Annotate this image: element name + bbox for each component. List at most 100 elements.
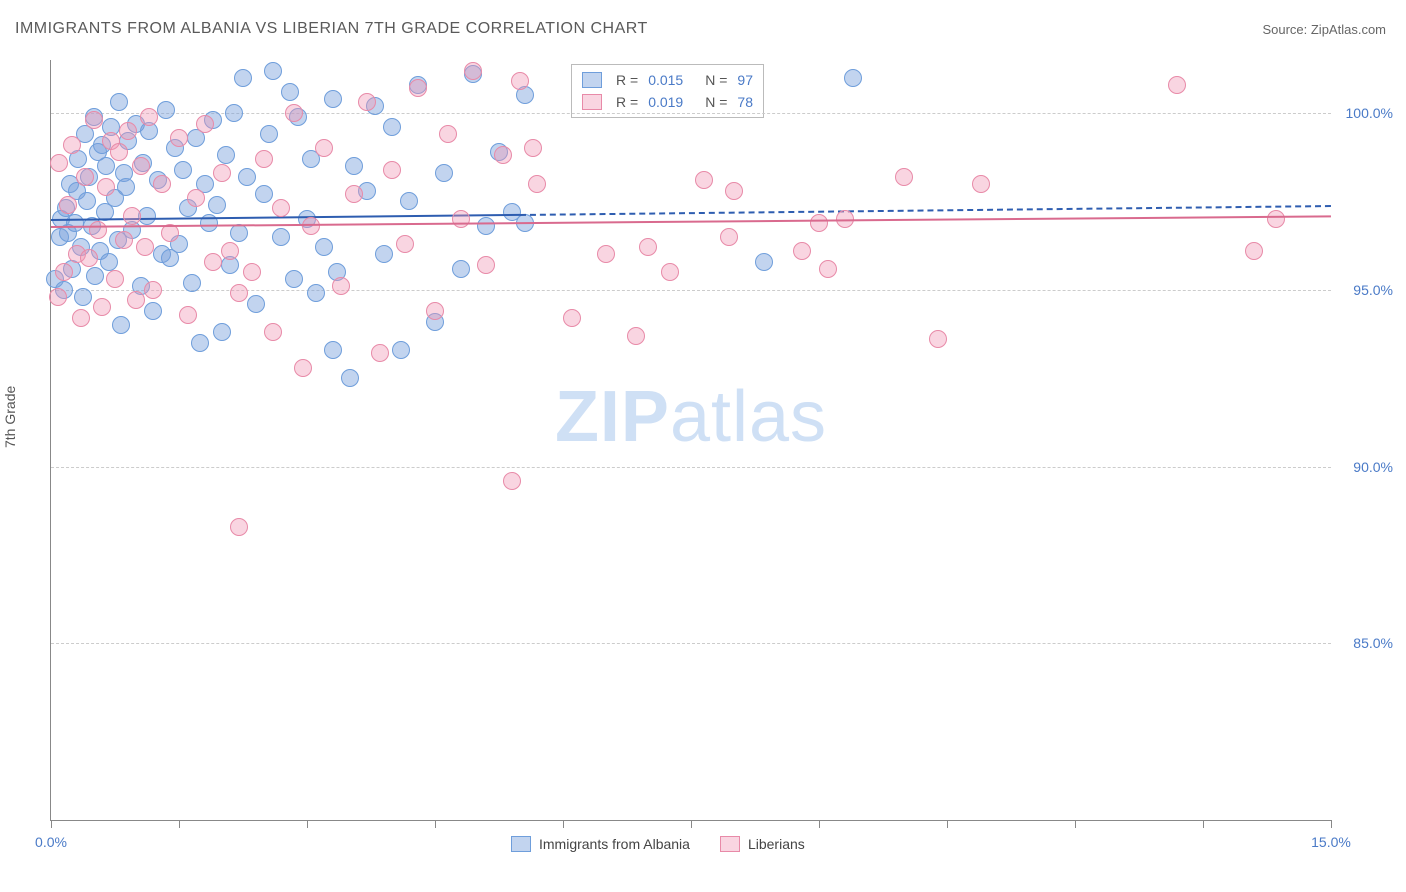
scatter-point — [97, 157, 115, 175]
legend-r-value: 0.019 — [648, 91, 683, 113]
scatter-point — [230, 284, 248, 302]
watermark: ZIPatlas — [555, 376, 827, 458]
scatter-point — [597, 245, 615, 263]
scatter-point — [324, 90, 342, 108]
scatter-point — [639, 238, 657, 256]
ytick-label: 85.0% — [1338, 635, 1393, 651]
series-legend: Immigrants from AlbaniaLiberians — [511, 836, 805, 852]
scatter-point — [115, 231, 133, 249]
scatter-point — [332, 277, 350, 295]
scatter-point — [110, 143, 128, 161]
scatter-point — [511, 72, 529, 90]
scatter-point — [315, 238, 333, 256]
scatter-point — [383, 118, 401, 136]
scatter-point — [477, 256, 495, 274]
xtick — [563, 820, 564, 828]
xtick — [1075, 820, 1076, 828]
scatter-point — [810, 214, 828, 232]
scatter-point — [294, 359, 312, 377]
scatter-point — [358, 93, 376, 111]
scatter-point — [117, 178, 135, 196]
scatter-point — [230, 518, 248, 536]
scatter-point — [144, 281, 162, 299]
scatter-point — [110, 93, 128, 111]
scatter-point — [302, 217, 320, 235]
watermark-zip: ZIP — [555, 377, 670, 457]
legend-r-label: R = — [616, 91, 638, 113]
gridline-h — [51, 643, 1331, 644]
scatter-point — [464, 62, 482, 80]
y-axis-label: 7th Grade — [2, 386, 18, 448]
scatter-point — [895, 168, 913, 186]
correlation-legend: R =0.015N =97R =0.019N =78 — [571, 64, 764, 118]
scatter-point — [563, 309, 581, 327]
scatter-point — [49, 288, 67, 306]
chart-title: IMMIGRANTS FROM ALBANIA VS LIBERIAN 7TH … — [15, 20, 648, 38]
xtick — [1203, 820, 1204, 828]
legend-n-value: 78 — [737, 91, 753, 113]
xtick — [1331, 820, 1332, 828]
scatter-point — [409, 79, 427, 97]
watermark-atlas: atlas — [670, 377, 827, 457]
scatter-point — [260, 125, 278, 143]
legend-item: Immigrants from Albania — [511, 836, 690, 852]
xtick — [947, 820, 948, 828]
scatter-point — [285, 270, 303, 288]
scatter-point — [55, 263, 73, 281]
scatter-point — [528, 175, 546, 193]
scatter-point — [375, 245, 393, 263]
legend-r-label: R = — [616, 69, 638, 91]
scatter-point — [285, 104, 303, 122]
scatter-point — [435, 164, 453, 182]
scatter-point — [119, 122, 137, 140]
scatter-point — [238, 168, 256, 186]
xtick-label: 0.0% — [35, 834, 67, 850]
scatter-point — [392, 341, 410, 359]
scatter-point — [153, 175, 171, 193]
scatter-point — [341, 369, 359, 387]
legend-swatch — [582, 94, 602, 110]
scatter-point — [100, 253, 118, 271]
legend-r-value: 0.015 — [648, 69, 683, 91]
scatter-point — [243, 263, 261, 281]
scatter-point — [661, 263, 679, 281]
scatter-point — [183, 274, 201, 292]
scatter-point — [187, 189, 205, 207]
scatter-point — [112, 316, 130, 334]
scatter-point — [213, 323, 231, 341]
scatter-point — [213, 164, 231, 182]
scatter-point — [208, 196, 226, 214]
scatter-point — [793, 242, 811, 260]
scatter-point — [725, 182, 743, 200]
xtick — [51, 820, 52, 828]
scatter-point — [400, 192, 418, 210]
scatter-point — [324, 341, 342, 359]
scatter-point — [132, 157, 150, 175]
scatter-point — [204, 253, 222, 271]
scatter-point — [89, 221, 107, 239]
scatter-point — [695, 171, 713, 189]
legend-n-label: N = — [705, 69, 727, 91]
scatter-point — [439, 125, 457, 143]
legend-n-value: 97 — [737, 69, 753, 91]
xtick — [435, 820, 436, 828]
ytick-label: 100.0% — [1338, 105, 1393, 121]
xtick-label: 15.0% — [1311, 834, 1351, 850]
scatter-point — [426, 302, 444, 320]
scatter-point — [264, 323, 282, 341]
gridline-h — [51, 467, 1331, 468]
scatter-point — [59, 196, 77, 214]
scatter-point — [1245, 242, 1263, 260]
scatter-point — [524, 139, 542, 157]
scatter-point — [844, 69, 862, 87]
scatter-point — [106, 270, 124, 288]
scatter-point — [396, 235, 414, 253]
scatter-point — [477, 217, 495, 235]
scatter-point — [1168, 76, 1186, 94]
scatter-point — [819, 260, 837, 278]
scatter-point — [123, 207, 141, 225]
scatter-point — [281, 83, 299, 101]
scatter-point — [217, 146, 235, 164]
scatter-point — [972, 175, 990, 193]
scatter-point — [1267, 210, 1285, 228]
